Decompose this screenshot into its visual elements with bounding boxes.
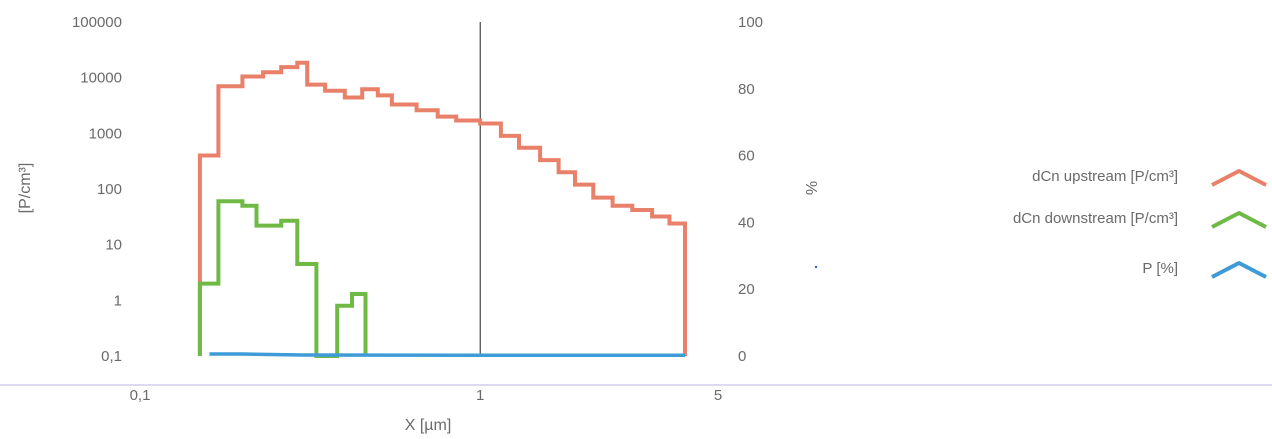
y-right-tick-label: 60 [738,148,755,165]
chart-frame [0,22,1272,386]
legend: dCn upstream [P/cm³] dCn downstream [P/cm… [1013,168,1267,279]
series-line-1 [197,60,687,356]
y-right-tick-label: 80 [738,81,755,98]
legend-swatch-3 [1211,261,1267,279]
series-layer [197,60,687,358]
legend-label-3: P [%] [1142,260,1178,277]
y-left-tick-label: 0,1 [101,348,122,365]
y-right-tick-label: 0 [738,348,746,365]
y-right-tick-label: 40 [738,214,755,231]
y-right-tick-label: 100 [738,14,763,31]
x-tick-label: 5 [714,387,722,404]
x-axis-label: X [µm] [405,417,452,434]
y-left-tick-label: 100000 [72,14,122,31]
y-left-tick-label: 10000 [80,70,122,87]
legend-swatch-1 [1211,169,1267,187]
y-axis-right-label: % [802,181,819,195]
tick-labels: 100000 10000 1000 100 10 1 0,1 100 80 60 40 20 0 0,1 1… [72,14,763,404]
y-left-tick-label: 100 [97,181,122,198]
y-left-tick-label: 1000 [89,125,122,142]
legend-swatch-2 [1211,211,1267,229]
x-tick-label: 0,1 [130,387,151,404]
x-tick-label: 1 [476,387,484,404]
series-line-2 [197,199,368,358]
series-line-3 [209,352,685,358]
y-right-tick-label: 20 [738,281,755,298]
y-axis-left-label: [P/cm³] [17,163,34,214]
stray-dot [814,265,818,269]
y-left-tick-label: 10 [105,237,122,254]
y-left-tick-label: 1 [114,292,122,309]
legend-label-1: dCn upstream [P/cm³] [1032,168,1178,185]
legend-label-2: dCn downstream [P/cm³] [1013,210,1178,227]
